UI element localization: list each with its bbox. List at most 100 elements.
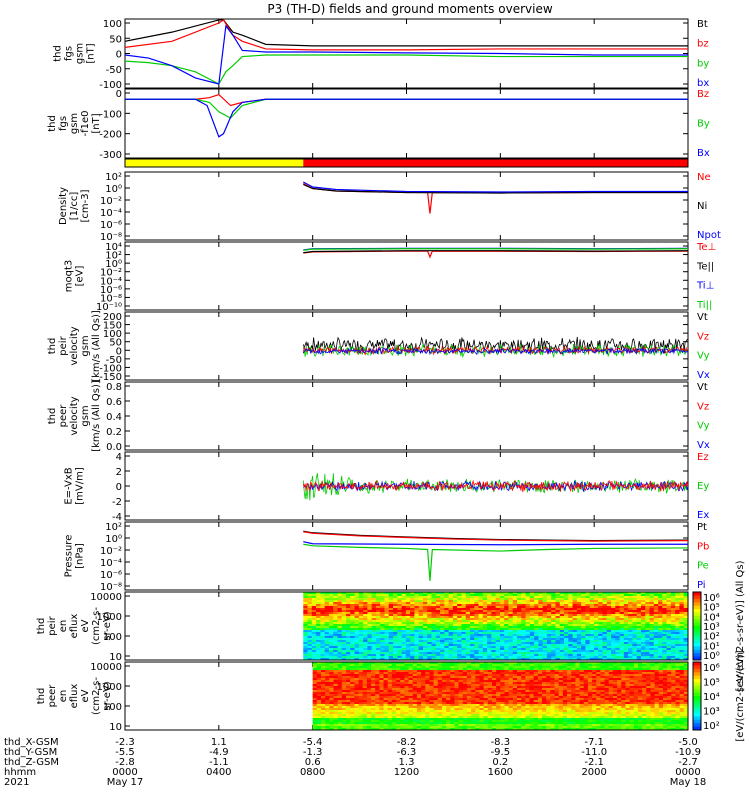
y-tick-label: -2	[112, 497, 122, 508]
legend-entry: Vx	[697, 440, 710, 451]
y-tick-label: 10⁻²	[100, 196, 122, 207]
y-axis-label-line: gsm	[80, 335, 91, 356]
legend-entry: Ne	[697, 172, 711, 183]
y-tick-label: 10000	[90, 592, 122, 603]
panel-mode_bar	[125, 159, 688, 167]
legend-entry: Ni	[697, 201, 707, 212]
legend-entry: By	[697, 119, 710, 130]
y-tick-label: 0.6	[106, 397, 122, 408]
y-tick-label: -300	[99, 150, 122, 161]
y-axis-label-line: thd	[36, 688, 47, 705]
legend-entry: Vz	[697, 331, 709, 342]
y-axis-label-line: gsm	[69, 113, 80, 134]
y-tick-label: 0.4	[106, 412, 122, 423]
y-tick-label: 10⁻⁴	[100, 558, 122, 569]
colorbar-cell	[693, 602, 701, 606]
y-axis-label-line: gsm	[75, 43, 86, 64]
y-tick-label: 2	[116, 467, 122, 478]
y-tick-label: -100	[99, 109, 122, 120]
panel-fgs_gsm_dc: 0 -100 -200 -300 thdfgsgsm-f1e0[nT] Bz By Bx	[47, 89, 710, 161]
panel-temperature: 10⁴10²10⁰10⁻²10⁻⁴10⁻⁶10⁻⁸10⁻¹⁰moqt3[eV]T…	[64, 242, 717, 313]
legend-entry: Vt	[697, 312, 708, 323]
y-axis-label-line: -f1e0	[80, 110, 91, 136]
y-tick-label: 100	[103, 19, 122, 30]
colorbar-cell	[693, 646, 701, 650]
y-axis-label-line: [eV]	[75, 266, 86, 287]
y-tick-label: 10	[109, 722, 122, 733]
legend-entry: by	[697, 58, 709, 69]
plot-title: P3 (TH-D) fields and ground moments over…	[267, 2, 552, 16]
y-tick-label: 0	[116, 482, 122, 493]
y-axis-label: thdpeirvelocitygsm[km/s (All Qs)]	[47, 310, 102, 382]
colorbar-cell	[693, 633, 701, 637]
y-axis-label-line: [km/s (All Qs)]	[91, 310, 102, 382]
y-axis-label-line: [1/cc]	[69, 192, 80, 221]
y-axis-label-line: [nT]	[86, 43, 97, 63]
legend-entry: Pe	[697, 561, 709, 572]
colorbar-cell	[693, 653, 701, 657]
y-axis-label-line: sr-eV)	[102, 681, 113, 710]
y-tick-label: 0	[116, 50, 122, 61]
y-axis-label: thdfgsgsm-f1e0[nT]	[47, 110, 102, 136]
legend-entry: Vz	[697, 401, 709, 412]
y-tick-label: 10⁻⁶	[100, 570, 122, 581]
y-axis-label-line: eflux	[69, 614, 80, 639]
y-axis-label-line: gsm	[80, 405, 91, 426]
y-tick-label: -50	[106, 65, 122, 76]
y-axis-label-line: sr-eV)	[102, 611, 113, 640]
y-axis-label-line: peir	[47, 615, 58, 635]
y-tick-label: 10⁻⁶	[100, 220, 122, 231]
legend-entry: Pb	[697, 541, 709, 552]
y-tick-label: 4	[116, 452, 122, 463]
legend-entry: Ex	[697, 510, 709, 521]
colorbar-cell	[693, 629, 701, 633]
legend-entry: Pt	[697, 522, 707, 533]
y-axis-label-line: fgs	[58, 116, 69, 131]
y-axis-label-line: velocity	[69, 326, 80, 365]
y-tick-label: 10⁻²	[100, 546, 122, 557]
y-tick-label: 10⁰	[105, 534, 122, 545]
y-axis-label-line: thd	[36, 618, 47, 635]
y-axis-label-line: eV	[80, 619, 91, 632]
colorbar-cell	[693, 650, 701, 654]
y-axis-label-line: [km/s (All Qs)]	[91, 380, 102, 452]
legend-entry: Vt	[697, 382, 708, 393]
colorbar-cell	[693, 599, 701, 603]
colorbar-cell	[693, 643, 701, 647]
legend-entry: Bx	[697, 148, 710, 159]
y-axis-label-line: peer	[58, 404, 69, 428]
legend-entry: Npot	[697, 230, 721, 241]
y-axis-label-line: thd	[47, 408, 58, 425]
y-tick-label: 0	[116, 89, 122, 100]
y-axis-label-line: peer	[47, 684, 58, 708]
y-axis-label-line: [cm-3]	[80, 189, 91, 222]
legend-entry: Bz	[697, 89, 709, 100]
y-axis-label: thdpeerenefluxeV(cm2-s-sr-eV)	[36, 677, 113, 715]
panel-frame	[125, 382, 688, 450]
y-axis-label-line: fgs	[64, 46, 75, 61]
y-axis-label-line: velocity	[69, 396, 80, 435]
y-axis-label: thdpeirenefluxeV(cm2-s-sr-eV)	[36, 607, 113, 645]
legend-entry: Vy	[697, 351, 710, 362]
colorbar-cell	[693, 626, 701, 630]
colorbar-cell	[693, 636, 701, 640]
y-axis-label-line: [nT]	[91, 113, 102, 133]
y-tick-label: -200	[99, 130, 122, 141]
y-axis-label-line: eV	[80, 689, 91, 702]
y-tick-label: 10⁻⁴	[100, 208, 122, 219]
legend-entry: Vx	[697, 370, 710, 381]
y-axis-label-line: peir	[58, 335, 69, 355]
panel-frame	[125, 172, 688, 240]
legend-entry: Ti||	[696, 300, 712, 311]
y-axis-label-line: en	[58, 620, 69, 633]
y-axis-label-line: (cm2-s-	[91, 607, 102, 645]
colorbar-tick-label: 10⁰	[703, 651, 720, 662]
y-axis-label-line: thd	[47, 115, 58, 132]
y-tick-label: 10000	[90, 662, 122, 673]
mode-bar-segment	[125, 159, 303, 167]
